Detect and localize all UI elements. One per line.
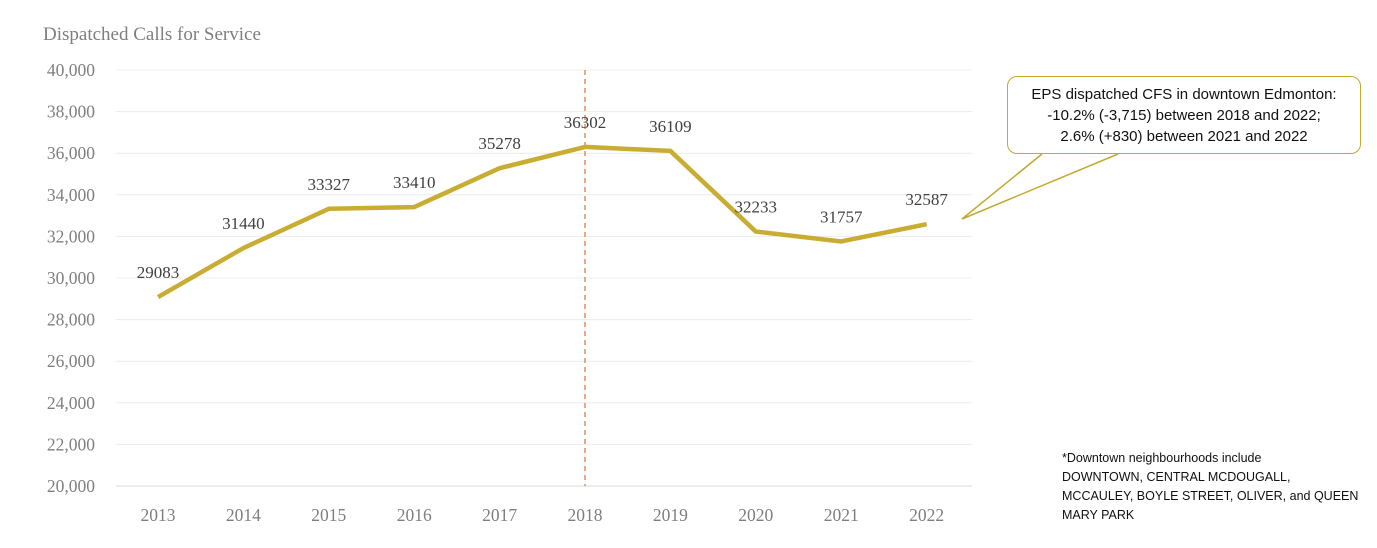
x-tick-label: 2018 — [568, 505, 603, 525]
data-label: 36302 — [564, 113, 607, 132]
data-labels: 29083 31440 33327 33410 35278 36302 36109 32233… — [137, 113, 949, 282]
y-tick-label: 40,000 — [47, 60, 95, 80]
callout-line: 2.6% (+830) between 2021 and 2022 — [1060, 128, 1308, 145]
callout-line: -10.2% (-3,715) between 2018 and 2022; — [1047, 107, 1321, 124]
data-label: 33327 — [308, 175, 351, 194]
footnote-line: MARY PARK — [1062, 508, 1135, 522]
y-tick-label: 28,000 — [47, 310, 95, 330]
y-tick-label: 30,000 — [47, 268, 95, 288]
footnote-line: *Downtown neighbourhoods include — [1062, 451, 1262, 465]
y-tick-label: 24,000 — [47, 393, 95, 413]
data-label: 31440 — [222, 214, 265, 233]
data-label: 32233 — [735, 198, 778, 217]
footnote: *Downtown neighbourhoods include DOWNTOW… — [1062, 449, 1374, 525]
data-label: 32587 — [905, 190, 948, 209]
y-axis: 20,000 22,000 24,000 26,000 28,000 30,000 32,0… — [47, 60, 95, 496]
data-label: 36109 — [649, 117, 692, 136]
y-tick-label: 38,000 — [47, 102, 95, 122]
x-tick-label: 2019 — [653, 505, 688, 525]
gridlines — [116, 69, 972, 487]
data-label: 29083 — [137, 263, 180, 282]
x-axis: 2013 2014 2015 2016 2017 2018 2019 2020 2021 2022 — [141, 505, 945, 525]
x-tick-label: 2016 — [397, 505, 432, 525]
series-line — [156, 144, 928, 300]
footnote-line: MCCAULEY, BOYLE STREET, OLIVER, and QUEE… — [1062, 489, 1359, 503]
y-tick-label: 20,000 — [47, 476, 95, 496]
x-tick-label: 2013 — [141, 505, 176, 525]
annotation-callout: EPS dispatched CFS in downtown Edmonton:… — [1007, 76, 1361, 154]
y-tick-label: 32,000 — [47, 226, 95, 246]
data-label: 33410 — [393, 173, 436, 192]
y-tick-label: 26,000 — [47, 351, 95, 371]
x-tick-label: 2021 — [824, 505, 859, 525]
footnote-line: DOWNTOWN, CENTRAL MCDOUGALL, — [1062, 470, 1291, 484]
y-tick-label: 36,000 — [47, 143, 95, 163]
x-tick-label: 2017 — [482, 505, 517, 525]
callout-pointer-wedge — [961, 153, 1119, 220]
y-tick-label: 22,000 — [47, 434, 95, 454]
x-tick-label: 2015 — [311, 505, 346, 525]
chart-title: Dispatched Calls for Service — [43, 24, 261, 45]
x-tick-label: 2020 — [738, 505, 773, 525]
callout-line: EPS dispatched CFS in downtown Edmonton: — [1031, 86, 1337, 103]
data-label: 35278 — [478, 134, 521, 153]
callout-pointer — [961, 153, 1119, 220]
data-label: 31757 — [820, 207, 863, 226]
y-tick-label: 34,000 — [47, 185, 95, 205]
x-tick-label: 2022 — [909, 505, 944, 525]
series-layer — [156, 144, 928, 300]
x-tick-label: 2014 — [226, 505, 261, 525]
